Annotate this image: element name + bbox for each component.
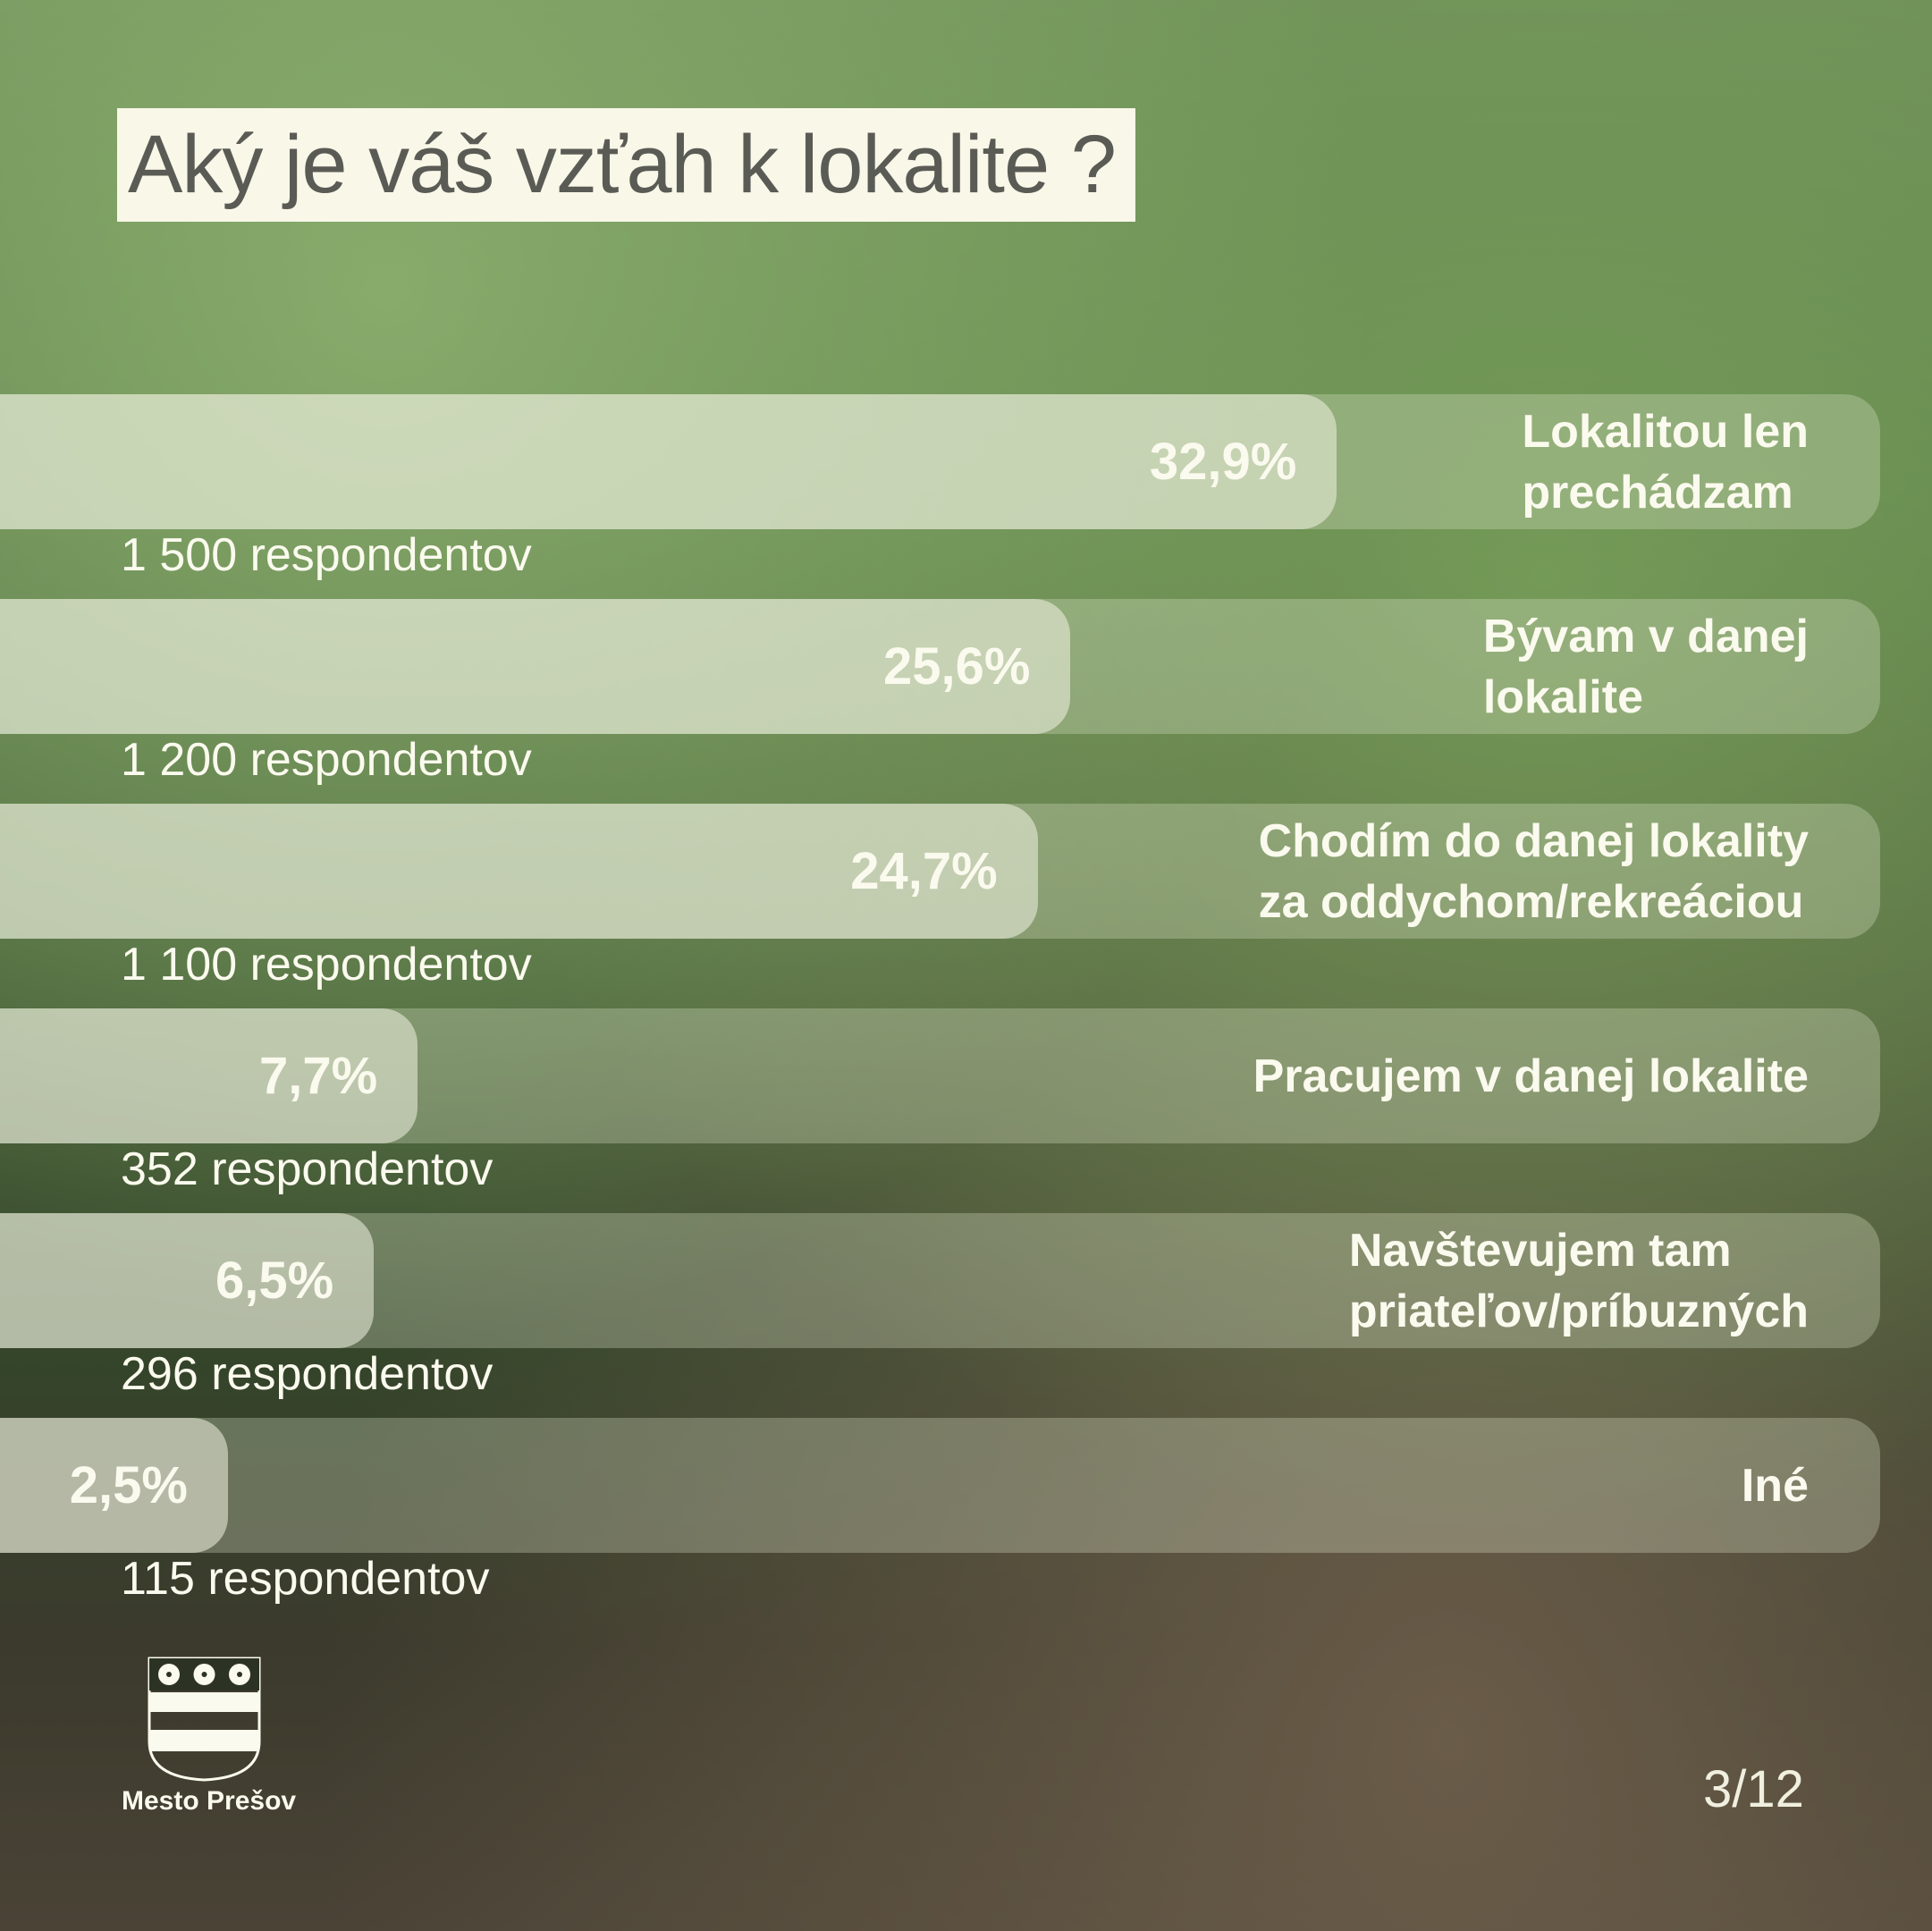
bar-row: Chodím do danej lokality za oddychom/rek… [0, 804, 1880, 939]
bar: 24,7% [0, 804, 1038, 939]
bar: 32,9% [0, 394, 1337, 529]
bar-row: Iné 2,5% [0, 1418, 1880, 1553]
respondent-count: 352 respondentov [121, 1143, 494, 1195]
category-label: Bývam v danej lokalite [1482, 610, 1809, 723]
bar-row: Lokalitou len prechádzam 32,9% [0, 394, 1880, 529]
respondent-count: 1 100 respondentov [121, 939, 532, 991]
bar-value-label: 32,9% [1149, 433, 1297, 491]
respondent-count: 296 respondentov [121, 1348, 494, 1400]
bar-row: Navštevujem tam priateľov/príbuzných 6,5% [0, 1213, 1880, 1348]
respondent-count: 1 500 respondentov [121, 529, 532, 581]
page-indicator: 3/12 [1703, 1760, 1804, 1818]
logo-text: Mesto Prešov [122, 1786, 297, 1816]
bar-value-label: 24,7% [850, 842, 998, 900]
bar-value-label: 7,7% [258, 1047, 378, 1105]
respondent-count: 1 200 respondentov [121, 734, 532, 786]
bar: 2,5% [0, 1418, 228, 1553]
bar: 7,7% [0, 1008, 418, 1143]
bar-row: Pracujem v danej lokalite 7,7% [0, 1008, 1880, 1143]
category-label: Iné [1741, 1459, 1809, 1512]
bar-value-label: 2,5% [69, 1456, 188, 1514]
category-label: Chodím do danej lokality za oddychom/rek… [1258, 814, 1809, 928]
title-box: Aký je váš vzťah k lokalite ? [117, 108, 1135, 222]
category-label: Pracujem v danej lokalite [1253, 1050, 1809, 1102]
bar: 25,6% [0, 599, 1071, 734]
bar-row: Bývam v danej lokalite 25,6% [0, 599, 1880, 734]
bar-value-label: 25,6% [883, 637, 1031, 696]
bar: 6,5% [0, 1213, 375, 1348]
category-label: Lokalitou len prechádzam [1522, 405, 1809, 519]
category-label: Navštevujem tam priateľov/príbuzných [1348, 1224, 1809, 1337]
page-title: Aký je váš vzťah k lokalite ? [128, 119, 1117, 210]
coat-of-arms-logo [148, 1657, 261, 1782]
respondent-count: 115 respondentov [121, 1553, 490, 1605]
bar-value-label: 6,5% [215, 1252, 334, 1310]
bar-track [0, 1418, 1880, 1553]
